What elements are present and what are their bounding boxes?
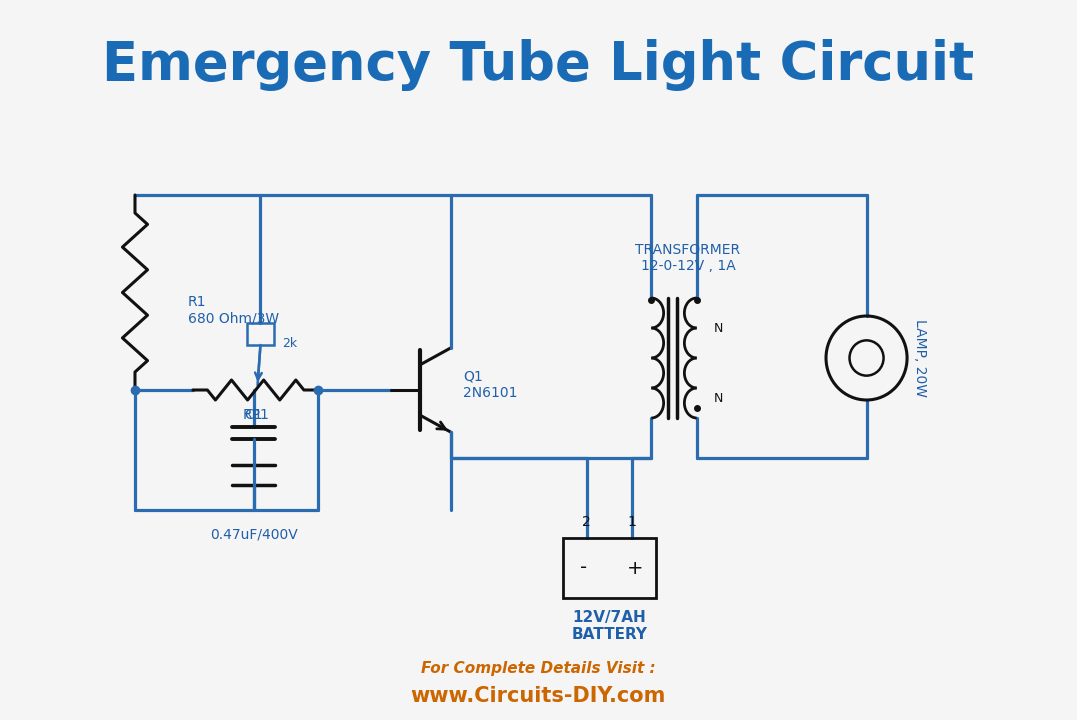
Text: 0.47uF/400V: 0.47uF/400V — [210, 528, 297, 542]
Text: C1: C1 — [244, 408, 263, 422]
Text: LAMP, 20W: LAMP, 20W — [912, 319, 926, 397]
Text: -: - — [581, 559, 587, 577]
Text: 2: 2 — [583, 515, 591, 529]
Text: N: N — [714, 392, 724, 405]
Text: N: N — [714, 322, 724, 335]
Text: 12V/7AH
BATTERY: 12V/7AH BATTERY — [571, 610, 647, 642]
Text: 2k: 2k — [282, 336, 297, 349]
Text: RP1: RP1 — [242, 408, 269, 422]
Text: TRANSFORMER
12-0-12V , 1A: TRANSFORMER 12-0-12V , 1A — [635, 243, 741, 273]
Text: For Complete Details Visit :: For Complete Details Visit : — [421, 660, 656, 675]
Text: Q1
2N6101: Q1 2N6101 — [463, 370, 518, 400]
Text: R1
680 Ohm/3W: R1 680 Ohm/3W — [188, 295, 279, 325]
Text: www.Circuits-DIY.com: www.Circuits-DIY.com — [410, 686, 666, 706]
Text: 1: 1 — [628, 515, 637, 529]
Text: Emergency Tube Light Circuit: Emergency Tube Light Circuit — [102, 39, 975, 91]
Text: +: + — [627, 559, 643, 577]
